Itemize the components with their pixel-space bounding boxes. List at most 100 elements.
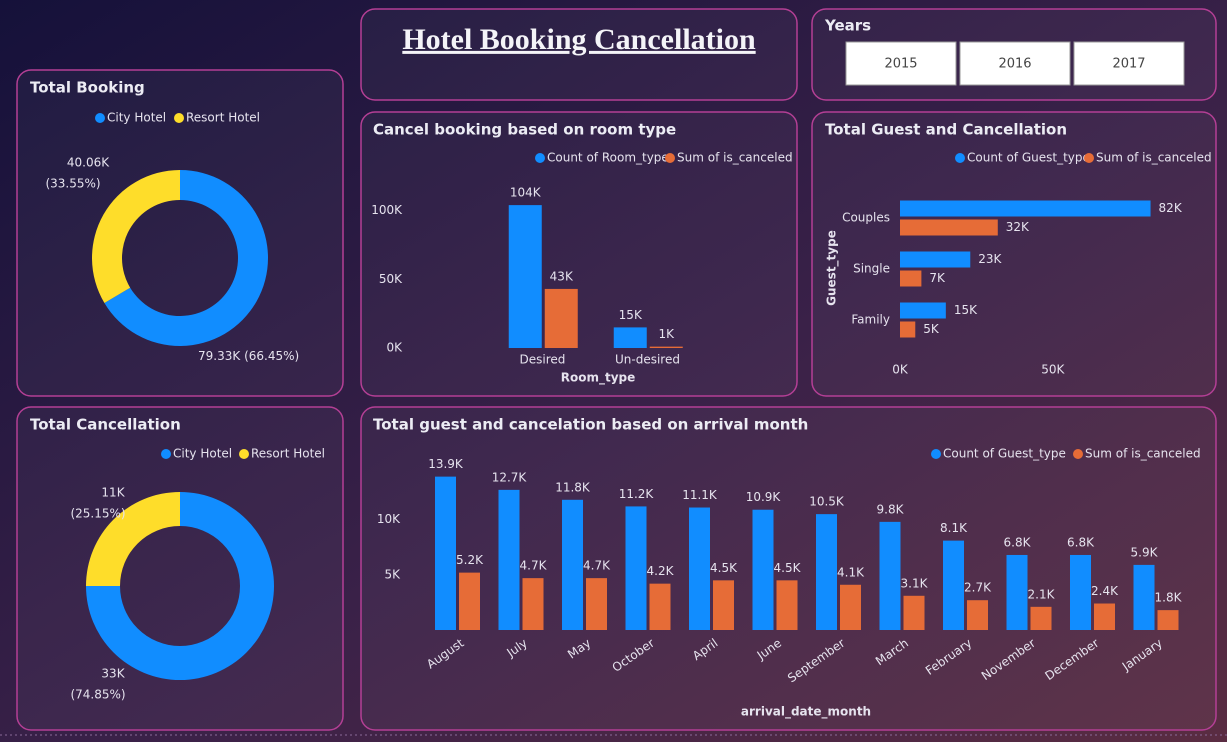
legend-dot <box>1084 153 1094 163</box>
data-label: 4.7K <box>583 559 611 573</box>
bar <box>900 219 998 236</box>
data-label: 4.7K <box>520 559 548 573</box>
data-label: 1K <box>658 327 675 341</box>
bar <box>1006 554 1028 630</box>
slice-value-label: 11K <box>101 486 125 500</box>
data-label: 7K <box>929 271 946 285</box>
chart-title: Cancel booking based on room type <box>373 121 676 139</box>
legend-dot <box>95 113 105 123</box>
bar <box>459 572 480 630</box>
legend-label: City Hotel <box>173 447 232 461</box>
chart-title: Total Guest and Cancellation <box>825 121 1067 139</box>
bar <box>903 595 925 630</box>
legend-label: Sum of is_canceled <box>1085 447 1201 461</box>
data-label: 4.1K <box>837 565 865 579</box>
data-label: 32K <box>1006 220 1030 234</box>
data-label: 5K <box>923 322 940 336</box>
bar <box>1070 554 1091 630</box>
bar <box>900 270 922 287</box>
legend-label: Sum of is_canceled <box>677 151 793 165</box>
year-button[interactable] <box>845 41 957 86</box>
data-label: 2.7K <box>964 581 992 595</box>
x-axis-title: Room_type <box>561 371 636 386</box>
data-label: 2.4K <box>1091 584 1119 598</box>
chart-title: Total Cancellation <box>30 416 181 434</box>
panel <box>360 8 798 101</box>
data-label: 13.9K <box>428 457 464 471</box>
slice-percent-label: (25.15%) <box>70 507 125 521</box>
data-label: 4.2K <box>647 564 675 578</box>
data-label: 10.9K <box>746 490 782 504</box>
year-button-label[interactable]: 2016 <box>998 57 1031 72</box>
bar <box>900 251 971 268</box>
bar <box>967 600 988 630</box>
data-label: 15K <box>619 308 643 322</box>
donut-slice <box>86 492 274 680</box>
data-label: 5.2K <box>456 553 484 567</box>
legend-dot <box>931 449 941 459</box>
bar <box>586 578 607 630</box>
legend-dot <box>161 449 171 459</box>
y-tick-label: Couples <box>842 211 890 225</box>
data-label: 6.8K <box>1067 535 1095 549</box>
data-label: 43K <box>550 269 574 283</box>
bar <box>879 521 901 630</box>
year-button[interactable] <box>959 41 1071 86</box>
data-label: 12.7K <box>492 470 528 484</box>
y-tick-label: 100K <box>371 203 403 217</box>
legend-label: Count of Guest_type <box>943 447 1066 461</box>
bar <box>900 302 946 319</box>
y-tick-label: Family <box>851 313 890 327</box>
data-label: 104K <box>510 186 542 200</box>
y-tick-label: 0K <box>386 341 403 355</box>
y-tick-label: 5K <box>384 567 401 581</box>
donut-slice <box>92 170 180 304</box>
slice-label: 79.33K (66.45%) <box>198 349 299 363</box>
bar <box>776 580 798 630</box>
data-label: 4.5K <box>710 561 738 575</box>
legend-dot <box>665 153 675 163</box>
legend-label: Resort Hotel <box>186 111 260 125</box>
panel <box>16 406 344 731</box>
page-title: Hotel Booking Cancellation <box>402 23 756 56</box>
x-tick-label: Desired <box>520 353 566 367</box>
bar <box>900 321 916 338</box>
legend-dot <box>174 113 184 123</box>
chart-title: Total Booking <box>30 79 145 97</box>
data-label: 10.5K <box>809 495 845 509</box>
bar <box>562 499 583 630</box>
bar <box>689 507 710 630</box>
year-button-label[interactable]: 2017 <box>1112 57 1145 72</box>
bar <box>713 580 734 630</box>
legend-label: City Hotel <box>107 111 166 125</box>
bar <box>613 327 647 348</box>
bar <box>625 506 647 630</box>
year-button-label[interactable]: 2015 <box>884 57 917 72</box>
legend-label: Count of Guest_type <box>967 151 1090 165</box>
data-label: 1.8K <box>1155 591 1183 605</box>
y-axis-title: Guest_type <box>825 230 840 306</box>
legend-dot <box>955 153 965 163</box>
slice-value-label: 33K <box>101 667 125 681</box>
x-tick-label: 50K <box>1041 363 1065 377</box>
y-tick-label: 50K <box>379 272 403 286</box>
panel <box>360 111 798 397</box>
bar <box>752 509 774 630</box>
data-label: 23K <box>978 252 1002 266</box>
legend-label: Count of Room_type <box>547 151 669 165</box>
data-label: 11.2K <box>619 487 655 501</box>
panel <box>360 406 1217 731</box>
year-button[interactable] <box>1073 41 1185 86</box>
data-label: 4.5K <box>774 561 802 575</box>
slice-percent-label: (66.45%) <box>244 349 299 363</box>
bar <box>522 578 544 630</box>
slice-percent-label: (33.55%) <box>45 177 100 191</box>
bar <box>1133 564 1155 630</box>
panel <box>16 69 344 397</box>
data-label: 11.1K <box>682 488 718 502</box>
bar <box>435 476 456 630</box>
donut-slice <box>104 170 268 347</box>
bar <box>649 583 671 630</box>
chart-title: Total guest and cancelation based on arr… <box>373 416 808 434</box>
